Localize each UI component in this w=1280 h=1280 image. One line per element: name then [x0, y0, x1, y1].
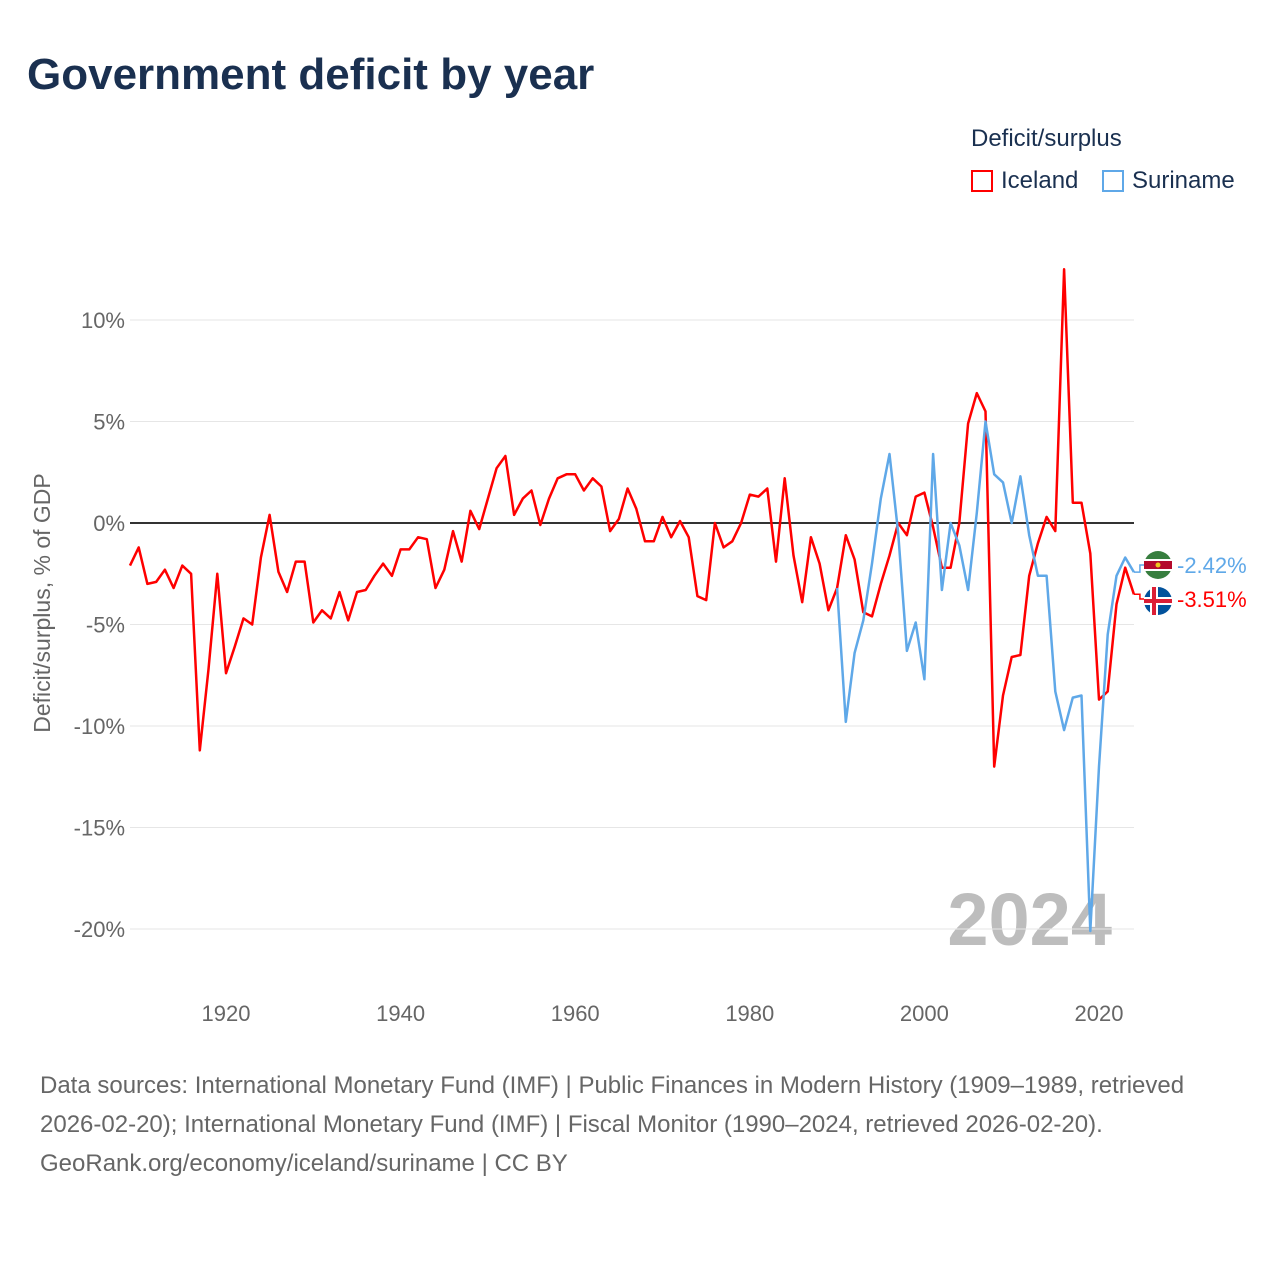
footer: Data sources: International Monetary Fun…	[40, 1066, 1240, 1183]
end-label-connector	[1133, 593, 1144, 600]
credit-link[interactable]: GeoRank.org/economy/iceland/suriname | C…	[40, 1150, 568, 1177]
y-tick-label: 10%	[81, 308, 125, 333]
year-watermark: 2024	[947, 878, 1112, 961]
y-tick-label: -20%	[74, 917, 125, 942]
flag-cross	[1152, 587, 1156, 615]
data-sources: Data sources: International Monetary Fun…	[40, 1072, 1185, 1138]
x-tick-label: 2000	[900, 1001, 949, 1026]
x-tick-label: 1980	[725, 1001, 774, 1026]
y-tick-label: -5%	[86, 613, 125, 638]
x-tick-label: 1920	[202, 1001, 251, 1026]
legend-label: Suriname	[1132, 167, 1235, 194]
x-tick-label: 1960	[551, 1001, 600, 1026]
legend-item-suriname[interactable]: Suriname	[1102, 167, 1235, 195]
legend-title: Deficit/surplus	[971, 125, 1122, 152]
suriname-flag-icon	[1144, 551, 1172, 579]
y-axis-label: Deficit/surplus, % of GDP	[29, 473, 55, 732]
y-tick-label: 0%	[93, 511, 125, 536]
flag-star	[1155, 562, 1161, 568]
iceland-flag-icon	[1144, 587, 1172, 615]
y-tick-label: 5%	[93, 410, 125, 435]
flag-cross	[1144, 599, 1172, 603]
chart-title: Government deficit by year	[27, 50, 595, 99]
x-tick-label: 2020	[1075, 1001, 1124, 1026]
y-tick-label: -10%	[74, 714, 125, 739]
legend-swatch-iceland	[971, 170, 993, 192]
end-value-label: -3.51%	[1177, 587, 1247, 612]
legend-item-iceland[interactable]: Iceland	[971, 167, 1078, 195]
end-value-label: -2.42%	[1177, 553, 1247, 578]
legend-label: Iceland	[1001, 167, 1079, 194]
series-line-suriname	[835, 420, 1135, 933]
x-tick-label: 1940	[376, 1001, 425, 1026]
y-tick-label: -15%	[74, 816, 125, 841]
series-line-iceland	[128, 268, 1136, 768]
end-label-connector	[1133, 564, 1144, 573]
legend-swatch-suriname	[1102, 170, 1124, 192]
